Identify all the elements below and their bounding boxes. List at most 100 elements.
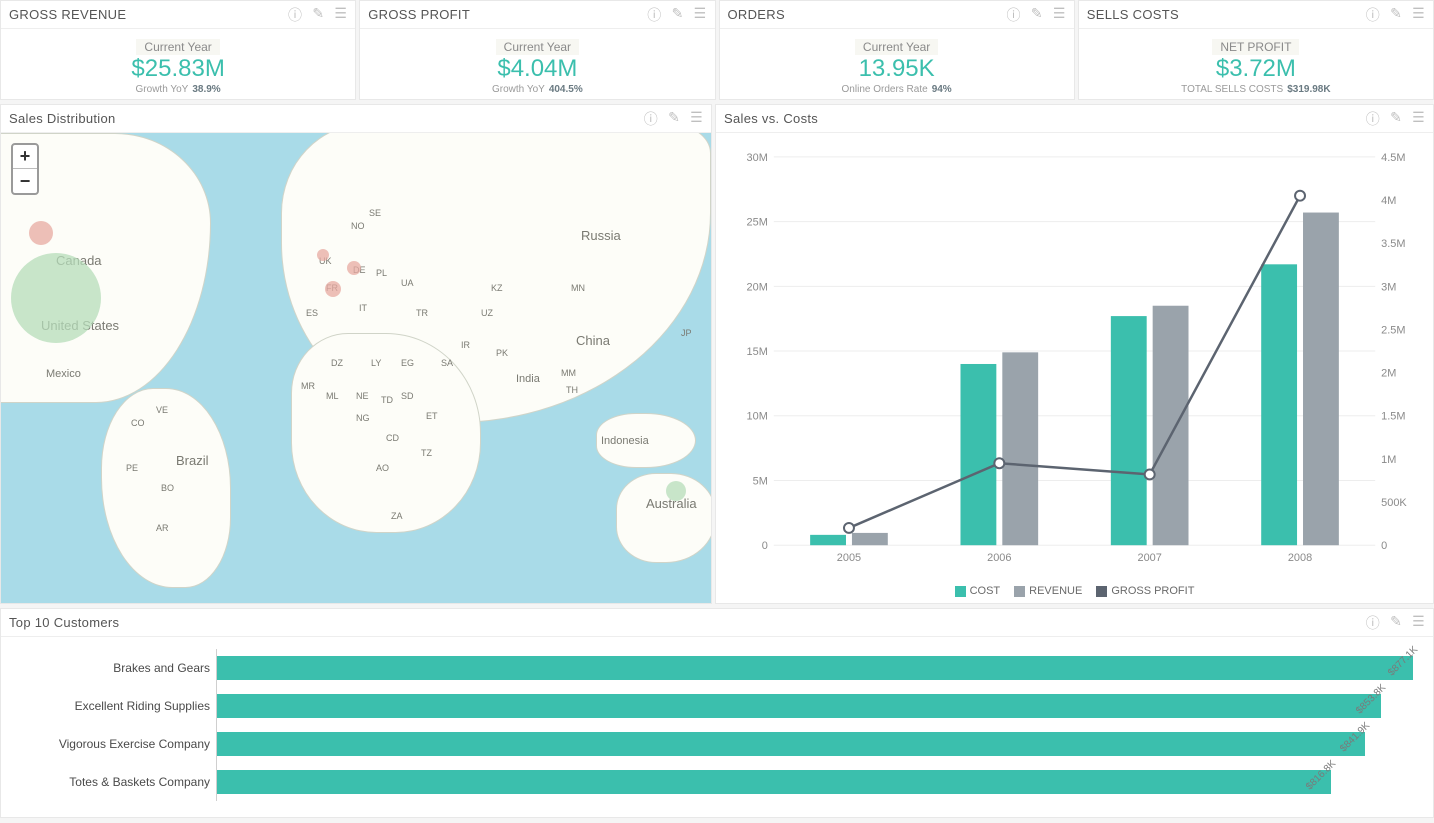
zoom-in-button[interactable]: +: [13, 145, 37, 169]
svg-text:4.5M: 4.5M: [1381, 152, 1405, 164]
customer-bar: [217, 770, 1331, 794]
map-label: MN: [571, 283, 585, 293]
menu-icon[interactable]: ☰: [1412, 613, 1425, 633]
svg-text:2006: 2006: [987, 552, 1011, 564]
customer-name: Totes & Baskets Company: [1, 775, 216, 789]
kpi-title: GROSS REVENUE: [9, 7, 288, 22]
svg-text:30M: 30M: [747, 152, 768, 164]
kpi-value: $25.83M: [131, 55, 224, 83]
kpi-title: GROSS PROFIT: [368, 7, 647, 22]
legend-revenue: REVENUE: [1029, 585, 1082, 597]
map-label: TZ: [421, 448, 432, 458]
map-label: NE: [356, 391, 369, 401]
kpi-growth: Growth YoY404.5%: [492, 84, 583, 95]
map-label: China: [576, 333, 610, 348]
svg-text:0: 0: [762, 540, 768, 552]
map-label: AO: [376, 463, 389, 473]
map-label: TH: [566, 385, 578, 395]
kpi-value: $4.04M: [497, 55, 577, 83]
chart-legend: COST REVENUE GROSS PROFIT: [716, 585, 1433, 603]
info-icon[interactable]: ⓘ: [1366, 613, 1380, 633]
map-label: JP: [681, 328, 692, 338]
map-bubble[interactable]: [317, 249, 329, 261]
svg-text:2.5M: 2.5M: [1381, 324, 1405, 336]
svg-text:10M: 10M: [747, 411, 768, 423]
menu-icon[interactable]: ☰: [690, 109, 703, 129]
map-bubble[interactable]: [29, 221, 53, 245]
map-label: Brazil: [176, 453, 209, 468]
kpi-sublabel: Current Year: [136, 39, 219, 55]
pencil-icon[interactable]: ✎: [1031, 5, 1043, 25]
map-label: ET: [426, 411, 438, 421]
sales-vs-costs-widget: Sales vs. Costs ⓘ ✎ ☰ 05M10M15M20M25M30M…: [715, 104, 1434, 604]
map-label: NO: [351, 221, 365, 231]
menu-icon[interactable]: ☰: [1412, 5, 1425, 25]
svg-text:15M: 15M: [747, 346, 768, 358]
customer-row[interactable]: Vigorous Exercise Company$841.9K: [1, 725, 1413, 763]
menu-icon[interactable]: ☰: [694, 5, 707, 25]
pencil-icon[interactable]: ✎: [1390, 5, 1402, 25]
info-icon[interactable]: ⓘ: [288, 5, 302, 25]
customer-bar: [217, 694, 1381, 718]
customer-row[interactable]: Excellent Riding Supplies$853.8K: [1, 687, 1413, 725]
info-icon[interactable]: ⓘ: [1366, 109, 1380, 129]
map-zoom-control: + −: [11, 143, 39, 195]
map-label: SD: [401, 391, 414, 401]
customer-name: Excellent Riding Supplies: [1, 699, 216, 713]
map-label: NG: [356, 413, 370, 423]
map-label: PK: [496, 348, 508, 358]
pencil-icon[interactable]: ✎: [1390, 613, 1402, 633]
svg-text:500K: 500K: [1381, 497, 1407, 509]
customer-row[interactable]: Totes & Baskets Company$816.8K: [1, 763, 1413, 801]
top-customers-widget: Top 10 Customers ⓘ ✎ ☰ Brakes and Gears$…: [0, 608, 1434, 818]
map-bubble[interactable]: [325, 281, 341, 297]
svg-text:0: 0: [1381, 540, 1387, 552]
kpi-card-0: GROSS REVENUEⓘ ✎ ☰ Current Year$25.83MGrowt…: [0, 0, 356, 100]
map-bubble[interactable]: [347, 261, 361, 275]
map-label: CO: [131, 418, 145, 428]
map-bubble[interactable]: [11, 253, 101, 343]
info-icon[interactable]: ⓘ: [1007, 5, 1021, 25]
top-customers-title: Top 10 Customers: [9, 615, 1366, 630]
map-label: VE: [156, 405, 168, 415]
menu-icon[interactable]: ☰: [334, 5, 347, 25]
map-label: TR: [416, 308, 428, 318]
map-label: India: [516, 373, 540, 385]
info-icon[interactable]: ⓘ: [644, 109, 658, 129]
sales-distribution-title: Sales Distribution: [9, 111, 644, 126]
map-label: PL: [376, 268, 387, 278]
map-label: PE: [126, 463, 138, 473]
pencil-icon[interactable]: ✎: [668, 109, 680, 129]
kpi-sublabel: Current Year: [496, 39, 579, 55]
info-icon[interactable]: ⓘ: [1366, 5, 1380, 25]
map-label: MR: [301, 381, 315, 391]
kpi-growth: Growth YoY38.9%: [136, 84, 221, 95]
svg-text:3.5M: 3.5M: [1381, 238, 1405, 250]
map-label: ZA: [391, 511, 403, 521]
map-label: SA: [441, 358, 453, 368]
pencil-icon[interactable]: ✎: [672, 5, 684, 25]
menu-icon[interactable]: ☰: [1053, 5, 1066, 25]
kpi-sublabel: NET PROFIT: [1212, 39, 1299, 55]
customer-row[interactable]: Brakes and Gears$877.1K: [1, 649, 1413, 687]
customer-bar: [217, 732, 1365, 756]
sales-distribution-widget: Sales Distribution ⓘ ✎ ☰ + − CanadaUnite…: [0, 104, 712, 604]
map-label: CD: [386, 433, 399, 443]
map-label: TD: [381, 395, 393, 405]
map-bubble[interactable]: [666, 481, 686, 501]
map-label: Mexico: [46, 368, 81, 380]
pencil-icon[interactable]: ✎: [312, 5, 324, 25]
menu-icon[interactable]: ☰: [1412, 109, 1425, 129]
kpi-card-2: ORDERSⓘ✎☰Current Year13.95KOnline Orders…: [719, 0, 1075, 100]
world-map[interactable]: + − CanadaUnited StatesMexicoBrazilRussi…: [1, 133, 711, 603]
svg-text:2007: 2007: [1138, 552, 1162, 564]
customer-name: Brakes and Gears: [1, 661, 216, 675]
svg-text:20M: 20M: [747, 281, 768, 293]
pencil-icon[interactable]: ✎: [1390, 109, 1402, 129]
svg-text:25M: 25M: [747, 217, 768, 229]
map-label: IR: [461, 340, 470, 350]
svg-text:2008: 2008: [1288, 552, 1312, 564]
map-label: KZ: [491, 283, 503, 293]
info-icon[interactable]: ⓘ: [647, 5, 661, 25]
zoom-out-button[interactable]: −: [13, 169, 37, 193]
